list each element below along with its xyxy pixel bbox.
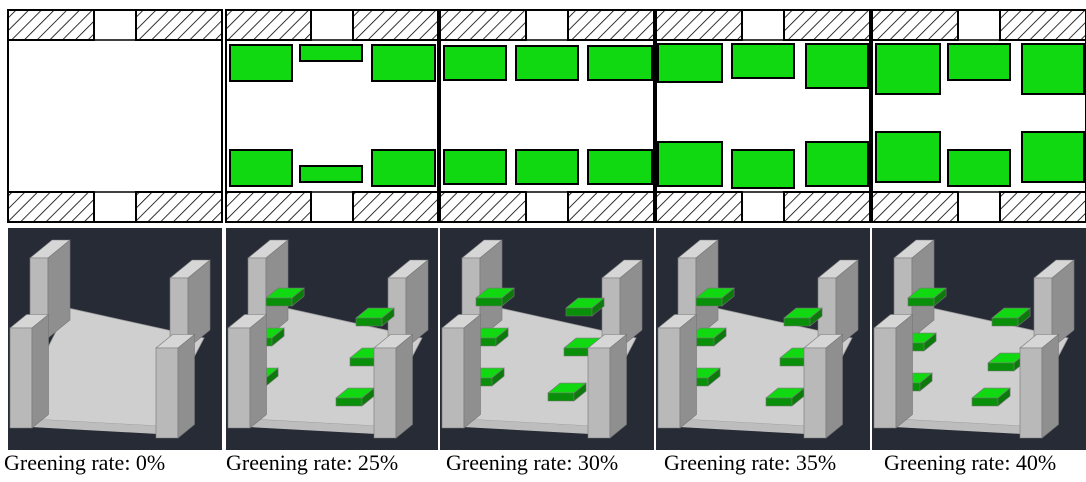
green-patch-3d — [565, 297, 605, 317]
plan-frame — [871, 9, 1086, 223]
hatched-building — [135, 191, 223, 223]
slab-edge — [444, 418, 590, 434]
green-patch — [587, 149, 653, 185]
hatched-building — [871, 9, 959, 41]
green-patch — [947, 149, 1011, 187]
green-patch — [947, 43, 1011, 81]
hatched-building — [567, 191, 655, 223]
green-patch — [515, 149, 579, 185]
figure-svg — [7, 9, 1086, 450]
hatched-building — [567, 9, 655, 41]
plan-view-3 — [655, 9, 871, 223]
green-patch-3d — [355, 307, 395, 327]
green-patch — [299, 165, 363, 183]
render-view-0 — [8, 228, 222, 450]
building-front-right — [1019, 333, 1060, 439]
green-patch — [731, 149, 795, 189]
green-patch-3d — [475, 287, 515, 307]
hatched-building — [135, 9, 223, 41]
slab-edge — [230, 418, 376, 434]
green-patch — [1021, 43, 1085, 95]
building-front-left — [657, 313, 698, 429]
building-front-left — [227, 313, 268, 429]
slab-edge — [876, 418, 1022, 434]
slab-edge — [12, 418, 158, 434]
green-patch — [805, 43, 869, 89]
green-patch — [371, 44, 436, 82]
plan-frame — [225, 9, 439, 223]
plan-view-0 — [7, 9, 223, 223]
building-back-right — [817, 259, 859, 349]
building-front-right — [803, 333, 844, 439]
hatched-building — [439, 9, 527, 41]
green-patch-3d — [547, 382, 587, 402]
plan-frame — [439, 9, 655, 223]
hatched-building — [655, 191, 743, 223]
green-patch — [657, 43, 723, 83]
building-front-right — [373, 333, 414, 439]
green-patch-3d — [991, 307, 1031, 327]
caption-4: Greening rate: 40% — [884, 450, 1057, 475]
green-patch — [229, 149, 293, 187]
green-patch — [443, 45, 507, 81]
hatched-building — [352, 191, 439, 223]
plan-frame — [655, 9, 871, 223]
caption-1: Greening rate: 25% — [226, 450, 399, 475]
green-patch — [299, 44, 363, 62]
building-front-left — [873, 313, 914, 429]
hatched-building — [783, 191, 871, 223]
green-patch-3d — [695, 287, 735, 307]
plan-view-1 — [225, 9, 439, 223]
hatched-building — [871, 191, 959, 223]
green-patch — [875, 43, 941, 95]
green-patch-3d — [265, 287, 305, 307]
green-patch — [805, 141, 869, 187]
building-back-right — [387, 259, 429, 349]
hatched-building — [439, 191, 527, 223]
hatched-building — [7, 191, 95, 223]
hatched-building — [999, 9, 1086, 41]
hatched-building — [999, 191, 1086, 223]
plan-view-4 — [871, 9, 1086, 223]
hatched-building — [225, 9, 312, 41]
hatched-building — [7, 9, 95, 41]
green-patch-3d — [971, 387, 1011, 407]
plan-view-2 — [439, 9, 655, 223]
building-front-right — [155, 333, 196, 439]
hatched-building — [655, 9, 743, 41]
green-patch — [229, 44, 293, 82]
green-patch — [587, 45, 653, 81]
green-patch — [515, 45, 579, 81]
green-patch — [875, 131, 941, 183]
caption-3: Greening rate: 35% — [664, 450, 837, 475]
green-patch — [1021, 131, 1085, 183]
building-back-right — [601, 259, 643, 349]
caption-0: Greening rate: 0% — [4, 450, 166, 475]
slab-edge — [660, 418, 806, 434]
green-patch — [371, 149, 436, 187]
building-back-right — [1033, 259, 1075, 349]
building-front-left — [9, 313, 50, 429]
render-view-4 — [872, 228, 1086, 450]
building-front-right — [587, 333, 628, 439]
green-patch — [731, 43, 795, 79]
caption-2: Greening rate: 30% — [446, 450, 619, 475]
green-patch-3d — [907, 287, 947, 307]
render-view-3 — [656, 228, 870, 450]
hatched-building — [783, 9, 871, 41]
green-patch — [443, 149, 507, 185]
hatched-building — [352, 9, 439, 41]
render-view-2 — [440, 228, 654, 450]
captions-row: Greening rate: 0% Greening rate: 25% Gre… — [0, 450, 1086, 482]
hatched-building — [225, 191, 312, 223]
building-front-left — [441, 313, 482, 429]
render-view-1 — [226, 228, 438, 450]
plan-frame — [7, 9, 223, 223]
green-patch — [657, 141, 723, 187]
green-patch-3d — [783, 307, 823, 327]
building-back-right — [169, 259, 211, 349]
